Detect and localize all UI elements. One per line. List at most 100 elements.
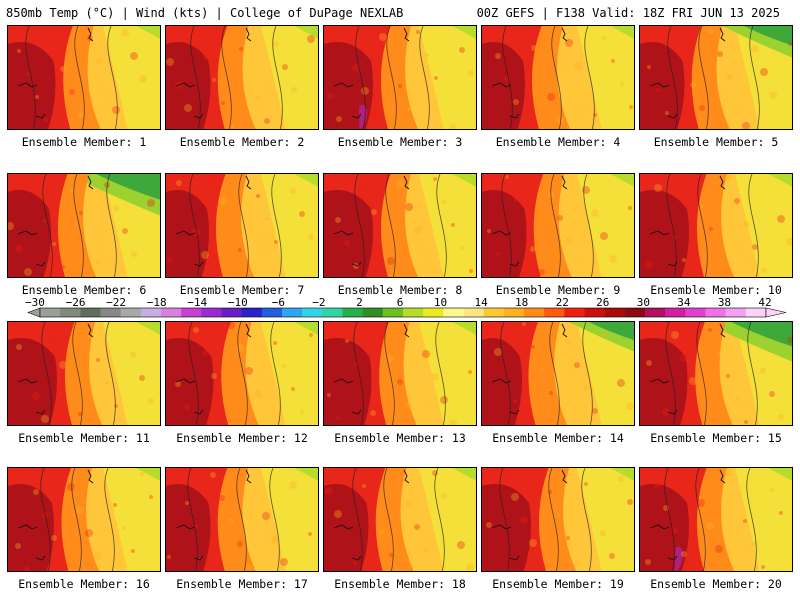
- ensemble-member-map: [323, 321, 477, 426]
- ensemble-member-map: [323, 173, 477, 278]
- ensemble-member-map: [639, 173, 793, 278]
- ensemble-member-label: Ensemble Member: 10: [650, 283, 782, 297]
- ensemble-member-map: [7, 321, 161, 426]
- ensemble-member-map: [7, 25, 161, 130]
- colorbar-tick-label: 26: [596, 296, 609, 309]
- colorbar-swatch: [201, 308, 222, 317]
- colorbar-swatch: [282, 308, 303, 317]
- colorbar-swatch: [140, 308, 162, 317]
- colorbar-min-arrow: [27, 307, 41, 318]
- colorbar-tick-label: 10: [434, 296, 447, 309]
- ensemble-member-map: [165, 467, 319, 572]
- colorbar-swatch: [564, 308, 585, 317]
- ensemble-member-label: Ensemble Member: 12: [176, 431, 308, 445]
- colorbar-tick-label: −14: [187, 296, 207, 309]
- colorbar-swatch: [403, 308, 424, 317]
- ensemble-member-map: [639, 321, 793, 426]
- ensemble-member-label: Ensemble Member: 17: [176, 577, 308, 591]
- model-valid-time: 00Z GEFS | F138 Valid: 18Z FRI JUN 13 20…: [476, 6, 780, 20]
- ensemble-member-label: Ensemble Member: 1: [21, 135, 147, 149]
- colorbar-swatch: [80, 308, 101, 317]
- colorbar-swatch: [241, 308, 263, 317]
- colorbar-tick-label: 14: [474, 296, 488, 309]
- colorbar-swatch: [524, 308, 545, 317]
- colorbar-max-arrow: [765, 307, 787, 318]
- ensemble-member-label: Ensemble Member: 13: [334, 431, 466, 445]
- colorbar-swatch: [604, 308, 626, 317]
- ensemble-member-label: Ensemble Member: 6: [21, 283, 147, 297]
- ensemble-member-map: [481, 321, 635, 426]
- colorbar-tick-label: 38: [718, 296, 731, 309]
- ensemble-member-map: [639, 25, 793, 130]
- ensemble-member-label: Ensemble Member: 8: [337, 283, 463, 297]
- colorbar-tick-label: −26: [66, 296, 86, 309]
- colorbar-tick-label: −6: [272, 296, 285, 309]
- colorbar-tick-label: 18: [515, 296, 528, 309]
- colorbar-swatch: [261, 308, 283, 317]
- colorbar-swatch: [322, 308, 343, 317]
- ensemble-member-map: [481, 467, 635, 572]
- ensemble-member-label: Ensemble Member: 4: [495, 135, 621, 149]
- ensemble-member-map: [639, 467, 793, 572]
- ensemble-member-map: [323, 467, 477, 572]
- ensemble-member-label: Ensemble Member: 9: [495, 283, 621, 297]
- colorbar-tick-label: 6: [397, 296, 404, 309]
- colorbar-swatch: [645, 308, 666, 317]
- colorbar-swatch: [302, 308, 323, 317]
- colorbar-swatch: [423, 308, 444, 317]
- colorbar-swatch: [443, 308, 464, 317]
- colorbar-swatch: [584, 308, 605, 317]
- colorbar-swatch: [725, 308, 747, 317]
- colorbar-swatch: [503, 308, 525, 317]
- colorbar-tick-label: −10: [228, 296, 248, 309]
- colorbar-swatch: [181, 308, 202, 317]
- ensemble-member-label: Ensemble Member: 5: [653, 135, 779, 149]
- ensemble-member-map: [323, 25, 477, 130]
- ensemble-member-label: Ensemble Member: 14: [492, 431, 624, 445]
- ensemble-member-map: [481, 173, 635, 278]
- colorbar-tick-label: −30: [25, 296, 45, 309]
- ensemble-member-label: Ensemble Member: 19: [492, 577, 624, 591]
- ensemble-member-map: [7, 173, 161, 278]
- colorbar-swatch: [60, 308, 81, 317]
- ensemble-member-label: Ensemble Member: 18: [334, 577, 466, 591]
- colorbar-swatch: [382, 308, 404, 317]
- colorbar-tick-label: −18: [147, 296, 167, 309]
- ensemble-member-label: Ensemble Member: 20: [650, 577, 782, 591]
- colorbar-swatch: [705, 308, 726, 317]
- colorbar-tick-label: 2: [356, 296, 363, 309]
- colorbar-swatch: [120, 308, 142, 317]
- colorbar-swatch: [362, 308, 384, 317]
- ensemble-member-label: Ensemble Member: 15: [650, 431, 782, 445]
- colorbar-swatch: [161, 308, 182, 317]
- colorbar-tick-label: 42: [758, 296, 771, 309]
- colorbar-tick-label: −2: [312, 296, 325, 309]
- ensemble-member-label: Ensemble Member: 2: [179, 135, 305, 149]
- ensemble-member-map: [165, 25, 319, 130]
- colorbar-swatch: [544, 308, 565, 317]
- colorbar-swatch: [483, 308, 505, 317]
- colorbar-tick-label: 22: [556, 296, 569, 309]
- ensemble-member-map: [7, 467, 161, 572]
- ensemble-member-label: Ensemble Member: 7: [179, 283, 305, 297]
- colorbar-swatch: [665, 308, 686, 317]
- ensemble-member-label: Ensemble Member: 3: [337, 135, 463, 149]
- colorbar-tick-label: 30: [637, 296, 650, 309]
- colorbar-swatch: [40, 308, 61, 317]
- ensemble-member-map: [481, 25, 635, 130]
- colorbar-tick-label: −22: [106, 296, 126, 309]
- ensemble-member-map: [165, 321, 319, 426]
- colorbar-swatch: [685, 308, 706, 317]
- chart-title: 850mb Temp (°C) | Wind (kts) | College o…: [6, 6, 404, 20]
- colorbar-tick-label: 34: [677, 296, 691, 309]
- colorbar-swatch: [624, 308, 646, 317]
- ensemble-member-label: Ensemble Member: 11: [18, 431, 150, 445]
- colorbar-swatch: [463, 308, 484, 317]
- colorbar-swatch: [100, 308, 121, 317]
- ensemble-member-map: [165, 173, 319, 278]
- colorbar-swatch: [342, 308, 363, 317]
- colorbar-swatch: [745, 308, 767, 317]
- colorbar-swatch: [221, 308, 242, 317]
- temperature-colorbar: −30 −26 −22 −18 −14 −10 −6 −2 2 6 10 14 18 22 26 30 34 38…: [25, 296, 787, 318]
- ensemble-member-label: Ensemble Member: 16: [18, 577, 150, 591]
